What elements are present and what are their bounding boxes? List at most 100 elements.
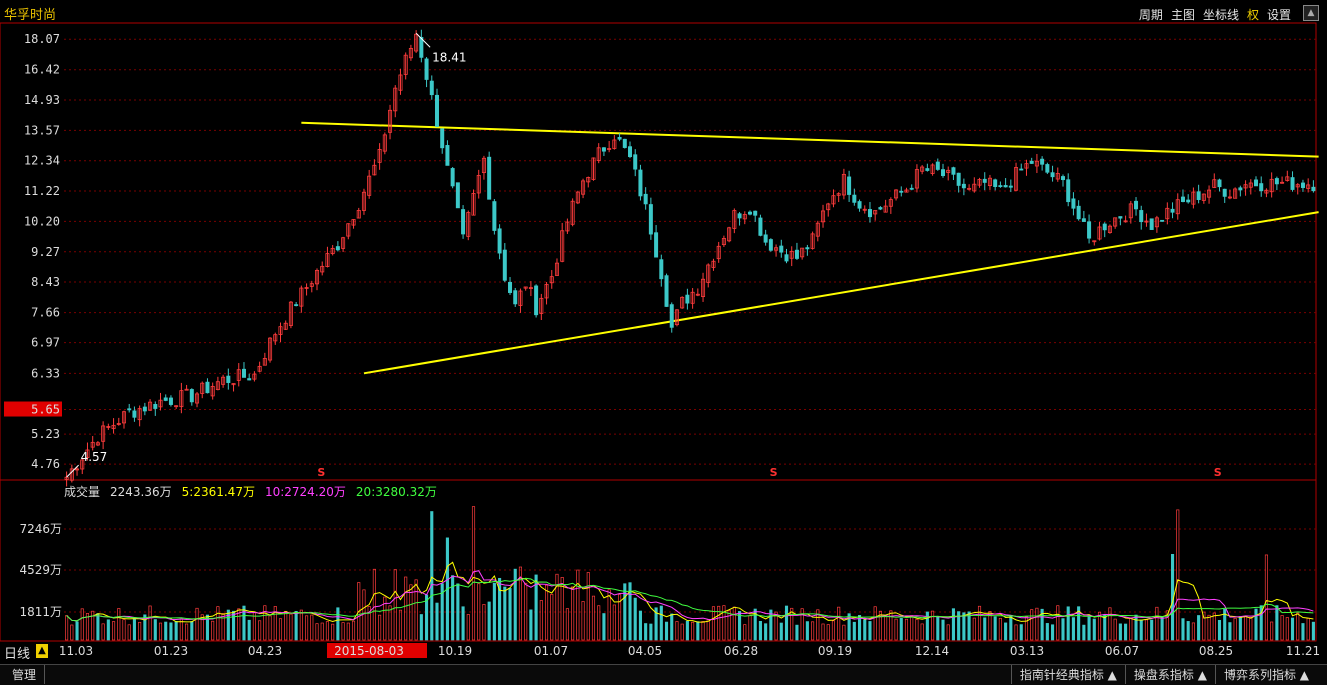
volume-bar xyxy=(555,573,559,641)
volume-bar xyxy=(1004,622,1008,641)
volume-bar xyxy=(753,608,757,641)
candle-body xyxy=(299,287,304,307)
candle-body xyxy=(779,245,784,253)
volume-bar xyxy=(132,618,136,641)
volume-bar xyxy=(1113,618,1117,641)
candle-body xyxy=(1217,179,1222,188)
volume-bar xyxy=(722,605,726,641)
volume-bar xyxy=(112,621,116,641)
candle-body xyxy=(810,233,815,249)
candle-body xyxy=(549,276,554,284)
candle-body xyxy=(341,237,346,249)
candle-body xyxy=(909,187,914,190)
indicator-tab-trading[interactable]: 操盘系指标 ▲ xyxy=(1124,665,1215,684)
candle-body xyxy=(372,164,377,176)
period-button[interactable]: 周期 xyxy=(1138,8,1163,22)
candle-body xyxy=(946,169,951,173)
candle-body xyxy=(523,286,528,289)
candle-body xyxy=(513,290,518,305)
candle-body xyxy=(1300,182,1305,188)
volume-bar xyxy=(920,623,924,641)
candle-body xyxy=(64,476,69,481)
volume-bar xyxy=(1186,621,1190,641)
volume-bar xyxy=(1134,614,1138,641)
candle-body xyxy=(867,209,872,218)
date-tick-label: 04.23 xyxy=(248,644,282,658)
manage-button[interactable]: 管理 xyxy=(4,665,46,684)
candle-body xyxy=(440,128,445,149)
price-tick-label: 5.65 xyxy=(31,403,60,417)
collapse-up-icon[interactable]: ▲ xyxy=(1303,5,1319,21)
right-adjust-button[interactable]: 权 xyxy=(1246,8,1259,22)
candle-body xyxy=(883,205,888,213)
min-price-label: 4.57 xyxy=(81,450,108,464)
volume-bar xyxy=(649,623,653,641)
volume-bar xyxy=(1160,616,1164,641)
volume-bar xyxy=(440,583,444,641)
candle-body xyxy=(972,183,977,192)
event-marker-s: S xyxy=(1214,466,1222,479)
candle-body xyxy=(158,399,163,408)
event-marker-s: S xyxy=(770,466,778,479)
volume-bar xyxy=(503,586,507,641)
volume-bar xyxy=(320,622,324,641)
candle-body xyxy=(993,179,998,187)
volume-bar xyxy=(195,607,199,641)
volume-bar xyxy=(967,611,971,641)
volume-bar xyxy=(1275,605,1279,641)
indicator-tab-compass[interactable]: 指南针经典指标 ▲ xyxy=(1010,665,1125,684)
candle-body xyxy=(476,175,481,194)
volume-bar xyxy=(221,613,225,641)
candle-body xyxy=(215,381,220,390)
volume-bar xyxy=(268,615,272,641)
settings-button[interactable]: 设置 xyxy=(1266,8,1291,22)
volume-bar xyxy=(638,610,642,641)
volume-bar xyxy=(878,610,882,641)
candle-body xyxy=(847,176,852,195)
candle-body xyxy=(226,375,231,383)
axis-line-button[interactable]: 坐标线 xyxy=(1202,8,1239,22)
candle-body xyxy=(763,234,768,243)
candle-body xyxy=(1045,164,1050,173)
volume-bar xyxy=(513,568,517,641)
candle-body xyxy=(450,168,455,187)
candle-body xyxy=(429,80,434,96)
candle-body xyxy=(69,468,74,481)
candle-body xyxy=(132,410,137,418)
volume-bar xyxy=(398,609,403,641)
candle-body xyxy=(163,397,168,401)
timeframe-label[interactable]: 日线 xyxy=(4,647,31,662)
candle-body xyxy=(1123,220,1128,223)
main-chart-button[interactable]: 主图 xyxy=(1170,8,1195,22)
volume-bar xyxy=(1035,607,1039,641)
volume-bar xyxy=(404,576,408,641)
candle-body xyxy=(283,322,288,330)
candle-body xyxy=(184,388,189,391)
volume-bar xyxy=(435,602,439,641)
volume-bar xyxy=(164,621,168,641)
volume-bar xyxy=(299,609,303,641)
candle-body xyxy=(174,405,179,408)
candle-body xyxy=(304,287,309,289)
indicator-tab-game[interactable]: 博弈系列指标 ▲ xyxy=(1214,665,1317,684)
candle-body xyxy=(257,365,262,372)
date-tick-label: 01.23 xyxy=(154,644,188,658)
ma20-name: 20 xyxy=(355,485,372,499)
volume-bar xyxy=(576,569,580,641)
price-tick-label: 14.93 xyxy=(24,93,60,107)
volume-bar xyxy=(571,586,575,641)
volume-bar xyxy=(190,621,194,641)
candle-body xyxy=(747,211,752,215)
date-tick-label: 12.14 xyxy=(915,644,949,658)
candle-body xyxy=(247,378,252,381)
candle-body xyxy=(1144,220,1149,223)
candle-body xyxy=(873,210,878,215)
date-tick-label: 04.05 xyxy=(628,644,662,658)
volume-bar xyxy=(273,606,277,641)
candle-body xyxy=(403,54,408,75)
volume-bar xyxy=(831,620,836,641)
candle-body xyxy=(956,172,961,186)
candle-body xyxy=(591,157,596,180)
candle-body xyxy=(612,139,617,149)
